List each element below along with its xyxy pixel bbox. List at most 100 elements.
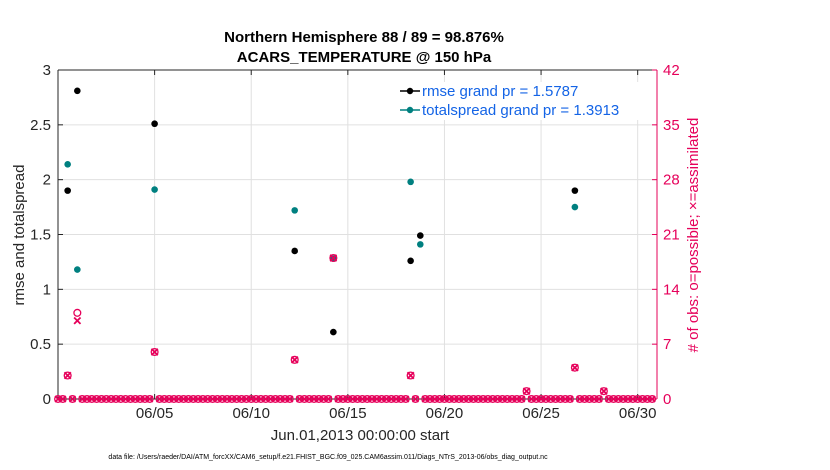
obs-possible-zero-marker	[198, 395, 207, 403]
obs-possible-point	[150, 347, 159, 357]
obs-possible-point	[290, 355, 299, 364]
obs-assimilated-zero-marker	[324, 395, 333, 403]
obs-possible-zero-marker	[474, 395, 483, 403]
obs-possible-zero-marker	[353, 395, 362, 403]
obs-possible-zero-marker	[454, 395, 463, 403]
obs-possible-zero-marker	[430, 395, 439, 403]
y-tick-label-right: 0	[663, 391, 671, 408]
obs-possible-zero-marker	[648, 395, 657, 403]
obs-possible-zero-marker	[372, 395, 381, 403]
obs-possible-zero-marker	[537, 395, 546, 403]
totalspread-point	[74, 266, 81, 273]
legend-box	[398, 82, 654, 120]
obs-assimilated-zero-marker	[411, 395, 420, 403]
obs-possible-zero-marker	[266, 395, 275, 403]
obs-possible-zero-marker	[165, 395, 174, 403]
x-tick-label: 06/25	[522, 405, 560, 422]
obs-possible-zero-marker	[276, 395, 285, 403]
obs-possible-zero-marker	[604, 395, 613, 403]
obs-possible-zero-marker	[194, 395, 203, 403]
obs-assimilated-zero-marker	[146, 395, 154, 403]
obs-possible-zero-marker	[169, 395, 178, 403]
obs-possible-zero-marker	[358, 395, 367, 403]
obs-possible-zero-marker	[102, 395, 111, 403]
y-tick-label-left: 2.5	[30, 117, 51, 134]
obs-possible-zero-marker	[459, 395, 468, 403]
obs-possible-zero-marker	[324, 395, 333, 403]
obs-possible-zero-marker	[87, 395, 96, 403]
obs-possible-zero-marker	[426, 395, 434, 403]
y-tick-label-right: 7	[663, 336, 671, 353]
obs-possible-zero-marker	[532, 395, 541, 403]
obs-assimilated-point	[73, 316, 82, 325]
obs-possible-zero-marker	[261, 395, 270, 403]
obs-possible-point	[406, 371, 415, 380]
obs-possible-zero-marker	[595, 395, 603, 403]
obs-possible-zero-marker	[609, 395, 618, 403]
obs-possible-zero-marker	[285, 395, 294, 403]
legend-spread-marker	[406, 106, 414, 114]
obs-possible-zero-marker	[237, 395, 246, 403]
obs-assimilated-zero-marker	[286, 395, 294, 403]
legend-rmse-marker	[406, 87, 414, 95]
obs-possible-zero-marker	[585, 395, 594, 403]
x-axis-label: Jun.01,2013 00:00:00 start	[271, 427, 450, 444]
obs-possible-zero-marker	[503, 395, 512, 403]
obs-possible-zero-marker	[281, 395, 289, 403]
obs-possible-zero-marker	[78, 395, 87, 403]
totalspread-point	[407, 178, 414, 186]
obs-possible-zero-marker	[580, 395, 589, 403]
legend-spread-label: totalspread grand pr = 1.3913	[422, 102, 619, 119]
obs-possible-zero-marker	[343, 395, 352, 403]
obs-possible-zero-marker	[155, 395, 164, 403]
obs-possible-zero-marker	[141, 395, 149, 403]
obs-possible-zero-marker	[614, 395, 623, 403]
obs-possible-zero-marker	[339, 395, 347, 403]
y-tick-label-right: 42	[663, 62, 680, 79]
obs-possible-zero-marker	[561, 395, 570, 403]
legend-rmse-label: rmse grand pr = 1.5787	[422, 83, 578, 100]
rmse-point	[407, 257, 414, 265]
obs-possible-zero-marker	[208, 395, 217, 403]
obs-possible-zero-marker	[305, 395, 314, 403]
obs-assimilated-point	[600, 387, 608, 396]
obs-possible-zero-marker	[58, 395, 67, 403]
obs-possible-zero-marker	[643, 395, 652, 403]
obs-possible-zero-marker	[348, 395, 357, 403]
chart-title-line2: ACARS_TEMPERATURE @ 150 hPa	[237, 49, 492, 66]
y-tick-label-left: 3	[43, 62, 51, 79]
obs-possible-zero-marker	[107, 395, 116, 403]
y-tick-label-right: 28	[663, 172, 680, 189]
obs-possible-zero-marker	[131, 395, 140, 403]
y-tick-label-left: 0.5	[30, 336, 51, 353]
obs-possible-zero-marker	[479, 395, 488, 403]
obs-possible-zero-marker	[314, 395, 323, 403]
obs-possible-zero-marker	[421, 395, 430, 403]
x-tick-label: 06/15	[329, 405, 367, 422]
obs-assimilated-point	[63, 371, 72, 380]
obs-possible-zero-marker	[126, 395, 135, 403]
x-tick-label: 06/20	[426, 405, 464, 422]
obs-possible-point	[522, 387, 531, 396]
obs-possible-zero-marker	[189, 395, 198, 403]
obs-possible-zero-marker	[411, 395, 420, 403]
obs-possible-zero-marker	[145, 395, 154, 403]
obs-possible-zero-marker	[556, 395, 565, 403]
obs-assimilated-zero-marker	[518, 395, 526, 403]
obs-possible-zero-marker	[566, 395, 574, 403]
obs-possible-zero-marker	[179, 395, 188, 403]
y-tick-label-left: 0	[43, 391, 51, 408]
obs-possible-zero-marker	[493, 395, 502, 403]
obs-assimilated-zero-marker	[59, 395, 67, 403]
obs-possible-zero-marker	[334, 395, 343, 403]
obs-assimilated-point	[571, 363, 579, 372]
rmse-point	[291, 247, 299, 255]
obs-possible-zero-marker	[83, 395, 91, 403]
footnote: data file: /Users/raeder/DAI/ATM_forcXX/…	[108, 454, 548, 461]
obs-possible-zero-marker	[271, 395, 280, 403]
obs-possible-zero-marker	[527, 395, 536, 403]
obs-possible-zero-marker	[440, 395, 449, 403]
obs-possible-zero-marker	[112, 395, 120, 403]
obs-assimilated-point	[522, 387, 531, 396]
obs-possible-zero-marker	[319, 395, 328, 403]
